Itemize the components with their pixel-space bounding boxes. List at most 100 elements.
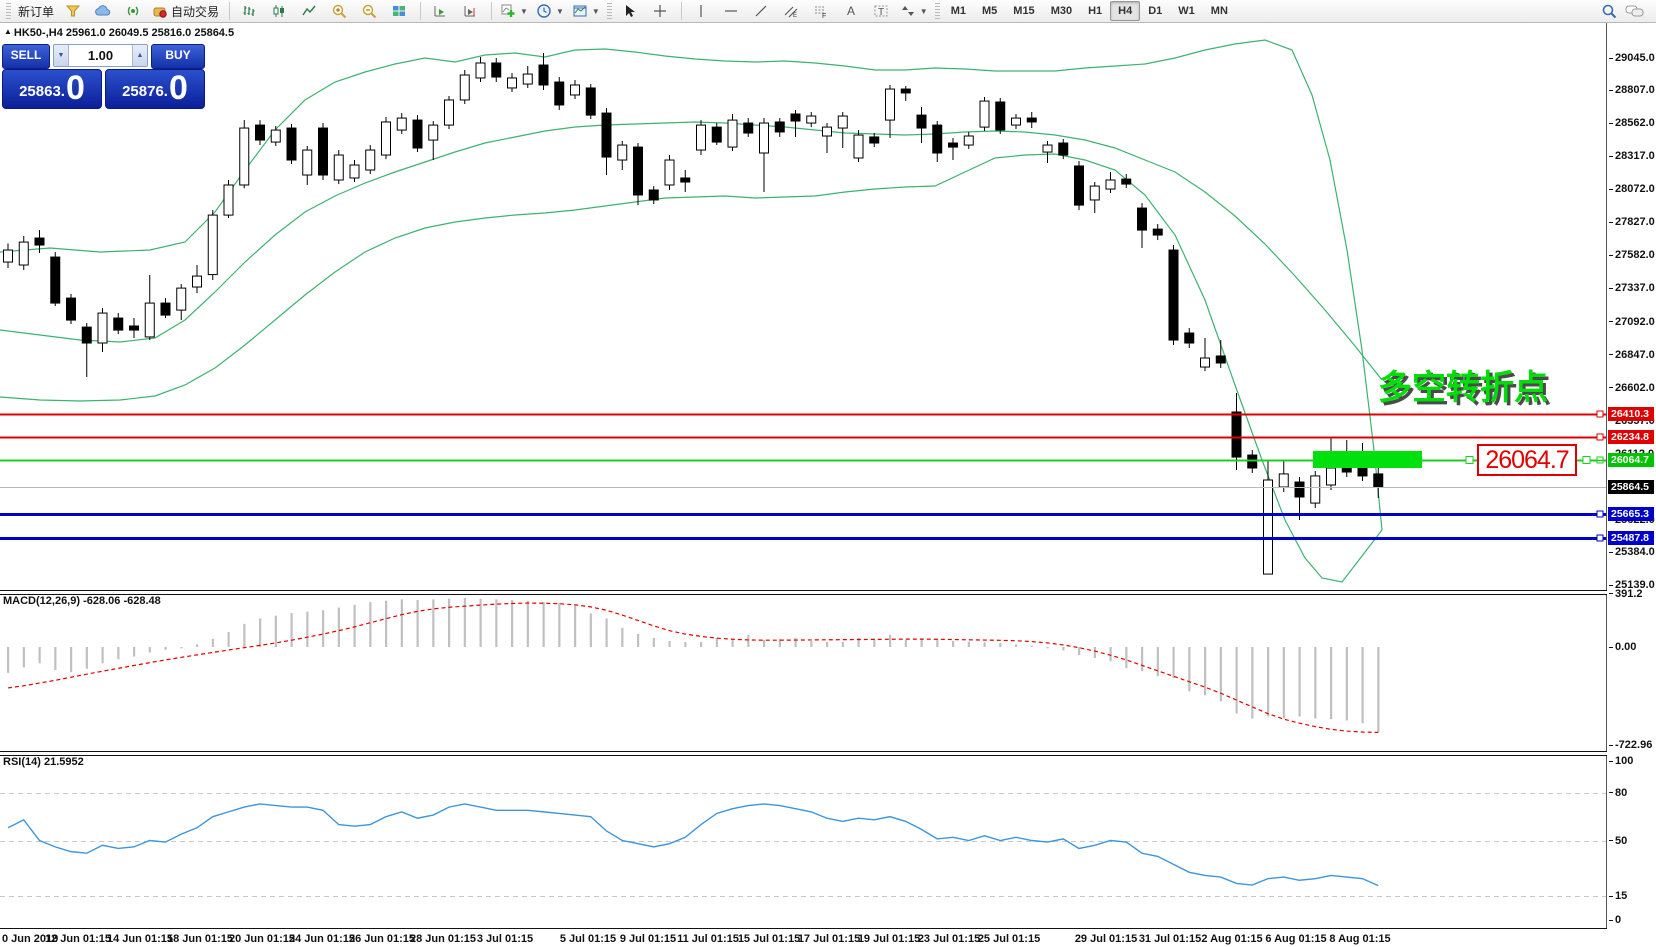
signals-icon[interactable] [118,0,148,22]
indicators-caret-icon: ▼ [520,6,528,16]
zoom-out-icon[interactable] [354,0,384,22]
time-axis-label: 25 Jul 01:15 [977,933,1041,945]
price-badge-25487.8: 25487.8 [1608,531,1654,546]
time-axis-label: 23 Jul 01:15 [917,933,981,945]
text-icon[interactable]: A [836,0,866,22]
candlestick-chart-icon[interactable] [264,0,294,22]
time-axis-label: 19 Jul 01:15 [857,933,921,945]
timeframe-bar: M1 M5 M15 M30 H1 H4 D1 W1 MN [943,1,1236,21]
price-axis-tick: 25384.0 [1609,546,1655,558]
auto-trading-button[interactable]: 自动交易 [148,0,223,22]
price-axis-tick: 26847.0 [1609,349,1655,361]
time-axis-label: 31 Jul 01:15 [1138,933,1202,945]
svg-text:A: A [847,4,855,18]
crosshair-icon[interactable] [645,0,675,22]
price-badge-26410.3: 26410.3 [1608,406,1654,421]
time-axis-label: 15 Jul 01:15 [737,933,801,945]
auto-scroll-icon[interactable] [425,0,455,22]
rsi-axis-tick: 80 [1609,787,1627,799]
price-axis-tick: 27582.0 [1609,249,1655,261]
price-axis-tick: 28072.0 [1609,183,1655,195]
vertical-line-icon[interactable] [686,0,716,22]
main-toolbar: 新订单 自动交易 ▼ ▼ [0,0,1656,23]
price-axis-tick: 28562.0 [1609,117,1655,129]
bar-chart-icon[interactable] [234,0,264,22]
volume-up-button[interactable]: ▲ [132,45,147,66]
price-callout-value: 26064.7 [1485,445,1569,474]
symbol-arrow-icon: ▲ [4,27,12,36]
toolbar-grip[interactable] [6,3,11,19]
zoom-in-icon[interactable] [324,0,354,22]
macd-axis-tick: 0.00 [1609,641,1636,653]
pane-separator-macd[interactable] [0,590,1607,595]
periods-caret-icon: ▼ [555,6,564,16]
time-axis-label: 12 Jun 01:15 [44,933,112,945]
rsi-axis-tick: 100 [1609,755,1633,767]
chart-title: ▲ HK50-,H4 25961.0 26049.5 25816.0 25864.… [4,27,235,39]
templates-icon[interactable]: ▼ [568,0,604,22]
svg-text:E: E [793,13,797,19]
one-click-trading-panel: SELL ▼ 1.00 ▲ BUY 25863. 0 25876. 0 [2,44,205,110]
time-axis-label: 9 Jul 01:15 [619,933,677,945]
pane-separator-rsi[interactable] [0,751,1607,756]
tab-timeframe-M30[interactable]: M30 [1050,5,1073,17]
buy-price-button[interactable]: 25876. 0 [105,69,205,109]
trendline-icon[interactable] [746,0,776,22]
tab-timeframe-M5[interactable]: M5 [982,5,998,17]
tile-windows-icon[interactable] [384,0,414,22]
macd-label: MACD(12,26,9) -628.06 -628.48 [3,595,161,607]
tab-timeframe-H4[interactable]: H4 [1110,1,1141,21]
price-badge-25864.5: 25864.5 [1608,480,1654,495]
cursor-icon[interactable] [615,0,645,22]
price-badge-25665.3: 25665.3 [1608,507,1654,522]
tab-timeframe-H1[interactable]: H1 [1088,5,1103,17]
time-axis-label: 2 Aug 01:15 [1201,933,1263,945]
rsi-axis-tick: 15 [1609,890,1627,902]
chart-bottom-frame [0,928,1607,929]
sell-price-big: 0 [65,69,85,107]
tab-timeframe-M15[interactable]: M15 [1013,5,1035,17]
toolbar-grip[interactable] [606,3,612,19]
tab-timeframe-W1[interactable]: W1 [1178,5,1195,17]
tab-timeframe-MN[interactable]: MN [1210,5,1228,17]
indicators-icon[interactable]: ▼ [496,0,532,22]
buy-price-big: 0 [168,69,188,107]
mql5-community-icon[interactable] [88,0,118,22]
fibonacci-icon[interactable]: F [806,0,836,22]
price-callout-box[interactable]: 26064.7 [1477,444,1577,476]
buy-button[interactable]: BUY [151,44,205,69]
time-axis[interactable]: 0 Jun 2019 12 Jun 01:15 14 Jun 01:15 18 Jun… [0,929,1607,947]
time-axis-label: 29 Jul 01:15 [1074,933,1138,945]
chart-shift-icon[interactable] [455,0,485,22]
chat-icon[interactable] [1625,3,1645,19]
publish-icon[interactable] [58,0,88,22]
auto-trading-label: 自动交易 [171,4,220,19]
rsi-axis-tick: 50 [1609,835,1627,847]
search-icon[interactable] [1601,3,1617,19]
volume-down-button[interactable]: ▼ [54,45,69,66]
line-chart-icon[interactable] [294,0,324,22]
new-order-button[interactable]: 新订单 [14,0,58,22]
equidistant-channel-icon[interactable]: E [776,0,806,22]
toolbar-grip[interactable] [934,3,940,19]
price-axis[interactable]: 29045.0 28807.0 28562.0 28317.0 28072.0 27827… [1607,23,1656,929]
tab-timeframe-D1[interactable]: D1 [1148,5,1163,17]
rsi-axis-tick: 0 [1609,914,1621,926]
time-axis-label: 5 Jul 01:15 [559,933,617,945]
new-order-label: 新订单 [18,4,55,19]
time-axis-label: 26 Jun 01:15 [348,933,416,945]
sell-button[interactable]: SELL [2,44,50,69]
arrows-icon[interactable]: ▼ [896,0,932,22]
periods-icon[interactable]: ▼ [532,0,568,22]
horizontal-line-icon[interactable] [716,0,746,22]
text-label-icon[interactable]: T [866,0,896,22]
macd-axis-tick: 391.2 [1609,588,1643,600]
tab-timeframe-M1[interactable]: M1 [950,5,966,17]
time-axis-label: 0 Jun 2019 [2,933,59,945]
sell-price-button[interactable]: 25863. 0 [2,69,102,109]
price-badge-26064.7: 26064.7 [1608,453,1654,468]
trend-turning-point-annotation[interactable]: 多空转折点 [1378,369,1548,407]
volume-value[interactable]: 1.00 [87,48,114,63]
price-axis-tick: 29045.0 [1609,52,1655,64]
